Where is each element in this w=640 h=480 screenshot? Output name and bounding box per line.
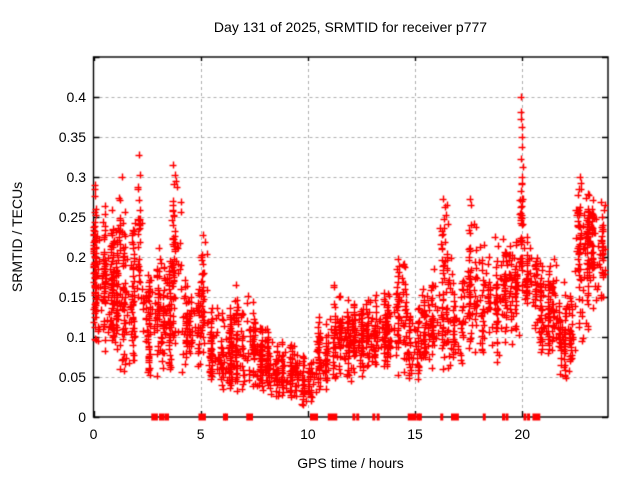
y-tick-label: 0.1 <box>66 329 86 345</box>
y-tick-label: 0.4 <box>66 89 86 105</box>
y-tick-label: 0.05 <box>58 369 86 385</box>
x-tick-label: 15 <box>407 426 423 442</box>
y-tick-label: 0.2 <box>66 249 86 265</box>
x-tick-label: 5 <box>196 426 205 442</box>
x-axis-title: GPS time / hours <box>297 455 404 471</box>
x-tick-label: 20 <box>514 426 531 442</box>
chart-title: Day 131 of 2025, SRMTID for receiver p77… <box>213 19 488 35</box>
y-tick-label: 0.15 <box>58 289 86 305</box>
x-tick-label: 0 <box>89 426 98 442</box>
y-axis-title: SRMTID / TECUs <box>9 181 25 293</box>
y-tick-label: 0.25 <box>58 209 86 225</box>
y-tick-label: 0.3 <box>66 169 86 185</box>
y-tick-label: 0.35 <box>58 129 86 145</box>
y-tick-label: 0 <box>78 409 86 425</box>
x-tick-label: 10 <box>300 426 316 442</box>
